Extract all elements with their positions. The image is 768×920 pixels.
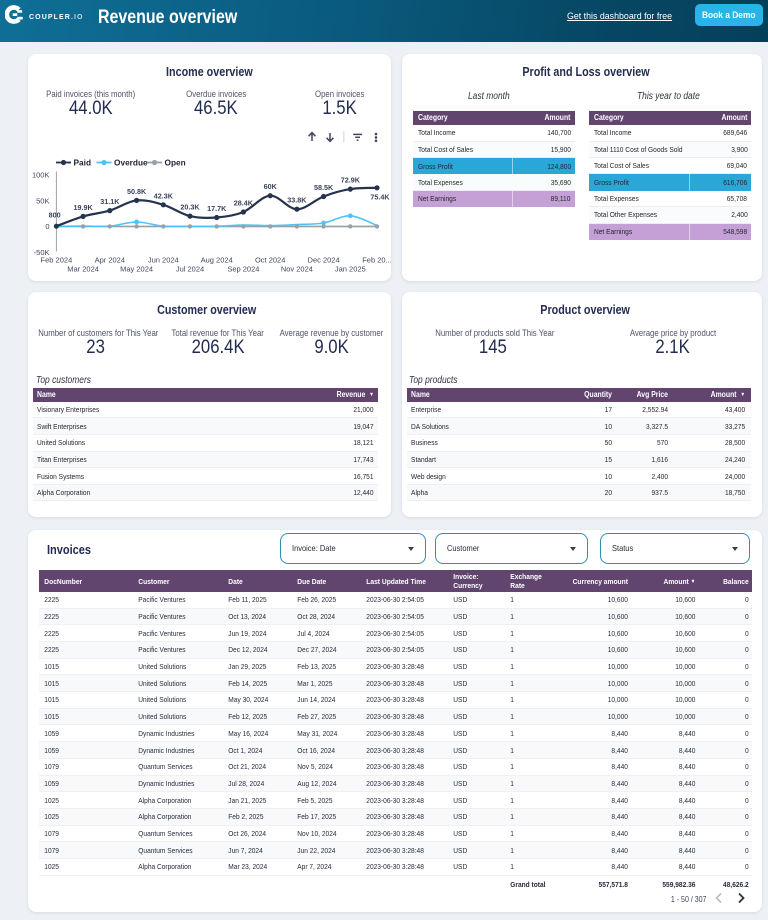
svg-text:60K: 60K (264, 182, 278, 191)
svg-text:Jul 2024: Jul 2024 (176, 265, 204, 274)
svg-text:Sep 2024: Sep 2024 (227, 265, 259, 274)
svg-text:-50K: -50K (34, 248, 50, 257)
svg-text:42.3K: 42.3K (154, 191, 174, 200)
svg-text:Dec 2024: Dec 2024 (308, 256, 340, 265)
svg-text:May 2024: May 2024 (120, 265, 153, 274)
svg-text:Mar 2024: Mar 2024 (67, 265, 99, 274)
svg-text:0: 0 (45, 222, 49, 231)
svg-text:Paid: Paid (74, 157, 92, 167)
svg-text:17.7K: 17.7K (207, 204, 227, 213)
svg-text:Jun 2024: Jun 2024 (148, 256, 179, 265)
svg-text:Oct 2024: Oct 2024 (255, 256, 285, 265)
svg-text:58.5K: 58.5K (314, 183, 334, 192)
svg-text:72.9K: 72.9K (341, 176, 361, 185)
svg-text:Apr 2024: Apr 2024 (95, 256, 125, 265)
svg-text:33.8K: 33.8K (287, 196, 307, 205)
svg-text:Jan 2025: Jan 2025 (335, 265, 366, 274)
svg-text:Aug 2024: Aug 2024 (201, 256, 233, 265)
svg-text:28.4K: 28.4K (234, 199, 254, 208)
svg-text:800: 800 (49, 210, 61, 219)
svg-text:50K: 50K (36, 197, 49, 206)
svg-text:20.3K: 20.3K (180, 203, 200, 212)
svg-text:31.1K: 31.1K (100, 197, 120, 206)
svg-text:19.9K: 19.9K (74, 203, 94, 212)
svg-text:Open: Open (165, 157, 186, 167)
svg-text:Overdue: Overdue (114, 157, 148, 167)
svg-text:Feb 2024: Feb 2024 (41, 256, 73, 265)
svg-text:100K: 100K (32, 171, 50, 180)
svg-text:50.8K: 50.8K (127, 187, 147, 196)
svg-text:75.4K: 75.4K (370, 193, 390, 202)
svg-text:Feb 20...: Feb 20... (362, 256, 391, 265)
svg-text:Nov 2024: Nov 2024 (281, 265, 313, 274)
